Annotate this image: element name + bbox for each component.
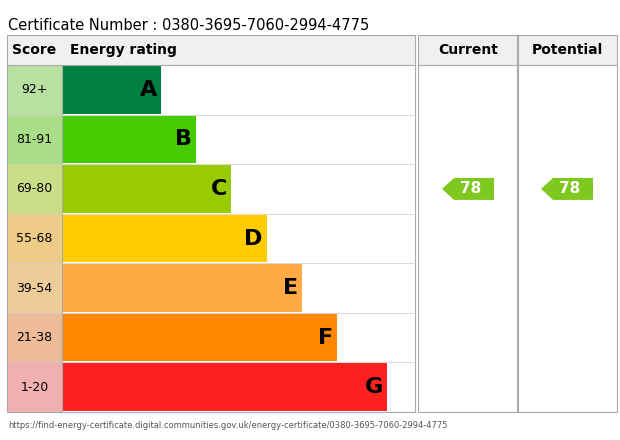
Bar [62, 314, 337, 361]
Bar [7, 214, 62, 263]
Text: A: A [140, 80, 157, 100]
Text: 69-80: 69-80 [16, 183, 53, 195]
Bar [62, 215, 267, 262]
Bar [62, 66, 161, 114]
Text: B: B [175, 129, 192, 149]
Text: Potential: Potential [531, 43, 603, 57]
Bar [517, 35, 617, 412]
Text: 92+: 92+ [21, 83, 48, 96]
Bar [62, 363, 387, 411]
Bar [7, 263, 62, 313]
Text: G: G [365, 377, 383, 397]
Text: https://find-energy-certificate.digital.communities.gov.uk/energy-certificate/03: https://find-energy-certificate.digital.… [8, 421, 448, 430]
Text: Energy rating: Energy rating [70, 43, 177, 57]
Text: F: F [318, 328, 334, 348]
Text: 55-68: 55-68 [16, 232, 53, 245]
Bar [7, 114, 62, 164]
Text: 21-38: 21-38 [17, 331, 53, 344]
Text: Score: Score [12, 43, 56, 57]
Bar [418, 35, 518, 65]
Bar [7, 35, 415, 412]
Bar [7, 363, 62, 412]
Bar [7, 164, 62, 214]
Text: 1-20: 1-20 [20, 381, 48, 394]
Text: Certificate Number : 0380-3695-7060-2994-4775: Certificate Number : 0380-3695-7060-2994… [8, 18, 370, 33]
Bar [62, 165, 231, 213]
Polygon shape [442, 178, 494, 200]
Bar [517, 35, 617, 65]
Text: 39-54: 39-54 [17, 282, 53, 294]
Text: 81-91: 81-91 [17, 133, 53, 146]
Text: Current: Current [438, 43, 498, 57]
Text: D: D [244, 228, 263, 249]
Bar [7, 313, 62, 363]
Text: 78: 78 [559, 181, 580, 196]
Bar [7, 35, 415, 65]
Text: C: C [211, 179, 228, 199]
Text: 78: 78 [461, 181, 482, 196]
Bar [62, 116, 196, 163]
Bar [7, 65, 62, 114]
Polygon shape [541, 178, 593, 200]
Bar [418, 35, 518, 412]
Text: E: E [283, 278, 298, 298]
Bar [62, 264, 302, 312]
